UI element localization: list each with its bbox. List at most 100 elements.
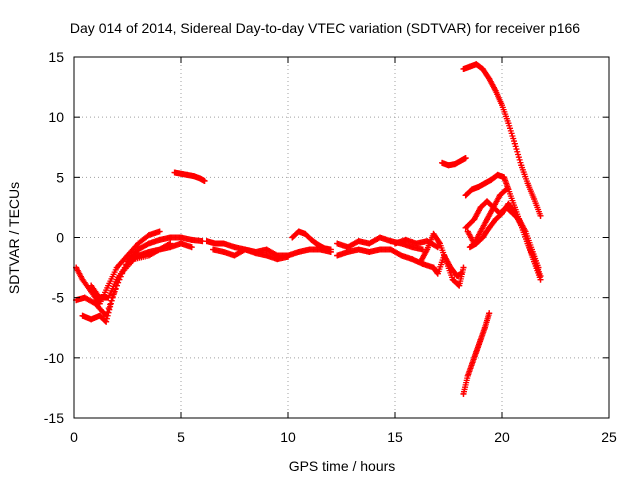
series-swing-17b [430, 252, 465, 280]
data-point [392, 240, 398, 247]
data-point [167, 234, 174, 241]
data-point [263, 246, 270, 253]
data-point [314, 241, 321, 248]
data-point [449, 276, 456, 283]
data-point [295, 248, 302, 255]
chart-title: Day 014 of 2014, Sidereal Day-to-day VTE… [70, 20, 580, 36]
data-point [479, 66, 486, 73]
series-isolated-6 [439, 155, 469, 169]
data-point [178, 170, 184, 177]
series-track [430, 252, 465, 280]
data-point [171, 169, 178, 176]
data-point [167, 240, 174, 247]
series-early-trend-1 [73, 228, 163, 307]
data-point [135, 252, 142, 259]
series-mid-arc-hump [289, 228, 334, 253]
data-point [156, 228, 163, 235]
axis-ticks: 0 5 10 15 20 25 -15 -10 -5 0 5 10 15 [44, 49, 617, 445]
y-axis-label: SDTVAR / TECUs [6, 182, 22, 294]
data-point [398, 252, 405, 259]
data-point [344, 248, 351, 255]
x-tick-label: 25 [601, 429, 617, 445]
data-point [484, 198, 491, 205]
data-series [73, 61, 544, 397]
data-point [289, 234, 296, 241]
data-point [481, 180, 488, 187]
data-point [466, 244, 473, 251]
data-point [113, 276, 120, 283]
data-point [334, 252, 341, 259]
data-point [302, 230, 309, 237]
data-point [511, 210, 518, 217]
data-point [220, 248, 227, 255]
data-point [518, 222, 525, 229]
x-tick-label: 10 [280, 429, 296, 445]
data-point [458, 270, 465, 277]
data-point [252, 250, 259, 257]
data-point [486, 75, 493, 82]
data-point [460, 264, 467, 271]
data-point [430, 264, 437, 271]
data-point [96, 294, 103, 301]
x-tick-label: 5 [177, 429, 185, 445]
data-point [178, 240, 184, 247]
data-point [518, 162, 525, 169]
data-point [462, 224, 469, 231]
series-late-rise-1 [462, 171, 544, 280]
data-point [462, 155, 469, 162]
series-isolated-5 [171, 169, 208, 184]
data-point [88, 282, 95, 289]
data-point [306, 246, 313, 253]
data-point [501, 174, 508, 181]
data-point [479, 234, 486, 241]
data-point [355, 238, 362, 245]
data-point [105, 294, 112, 301]
y-tick-label: -5 [52, 290, 65, 306]
data-point [92, 300, 99, 307]
data-point [409, 256, 416, 263]
data-point [417, 258, 424, 265]
data-point [387, 238, 394, 245]
data-point [212, 240, 219, 247]
series-late-rise-4 [464, 186, 510, 247]
data-point [231, 244, 238, 251]
data-point [490, 204, 497, 211]
data-point [145, 240, 152, 247]
data-point [475, 183, 482, 190]
data-point [460, 390, 467, 397]
data-point [295, 228, 302, 235]
y-tick-label: 5 [56, 169, 64, 185]
data-point [469, 360, 476, 367]
data-point [477, 204, 484, 211]
data-point [484, 216, 491, 223]
data-point [434, 270, 441, 277]
data-point [466, 63, 473, 70]
data-point [135, 240, 142, 247]
data-point [505, 200, 512, 207]
data-point [473, 61, 480, 68]
data-point [145, 248, 152, 255]
data-point [178, 234, 184, 241]
data-point [492, 87, 499, 94]
data-point [471, 240, 478, 247]
data-point [531, 258, 538, 265]
data-point [524, 240, 531, 247]
series-track [439, 155, 469, 169]
data-point [430, 230, 437, 237]
data-point [145, 232, 152, 239]
data-point [524, 180, 531, 187]
data-point [505, 120, 512, 127]
data-point [451, 161, 458, 168]
data-point [436, 240, 443, 247]
data-point [424, 246, 431, 253]
grid [74, 57, 609, 418]
data-point [103, 318, 110, 325]
data-point [447, 264, 454, 271]
data-point [460, 66, 467, 73]
data-point [402, 236, 409, 243]
data-point [210, 246, 217, 253]
data-point [274, 256, 281, 263]
data-point [285, 253, 291, 260]
data-point [488, 176, 495, 183]
data-point [184, 171, 191, 178]
